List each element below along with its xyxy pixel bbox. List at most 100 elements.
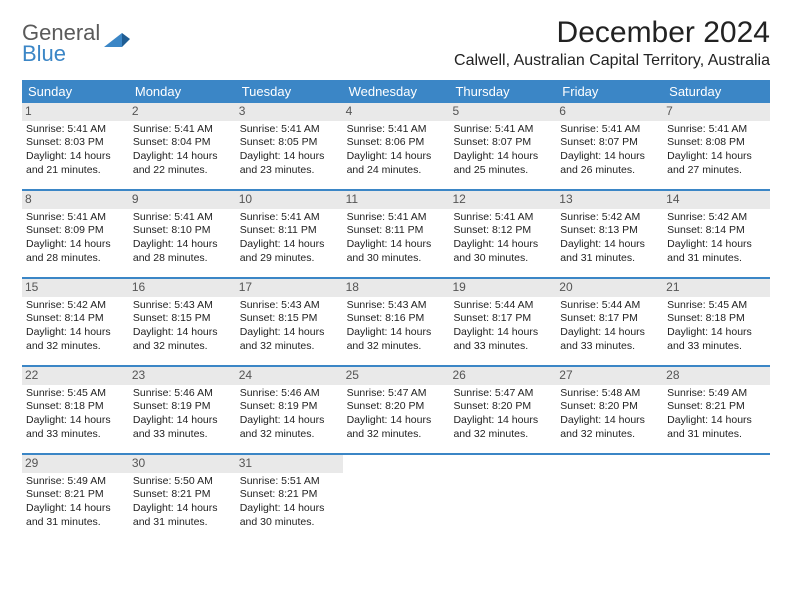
sunrise-line: Sunrise: 5:45 AM — [26, 387, 125, 401]
day-cell: 31Sunrise: 5:51 AMSunset: 8:21 PMDayligh… — [236, 455, 343, 541]
day-number: 17 — [236, 279, 343, 297]
sunrise-line: Sunrise: 5:41 AM — [453, 123, 552, 137]
day-number: 13 — [556, 191, 663, 209]
day-number: 26 — [449, 367, 556, 385]
logo-mark-icon — [104, 29, 130, 54]
sunset-line: Sunset: 8:07 PM — [453, 136, 552, 150]
sunrise-line: Sunrise: 5:48 AM — [560, 387, 659, 401]
daylight-line: Daylight: 14 hours and 33 minutes. — [453, 326, 552, 353]
day-number: 21 — [663, 279, 770, 297]
day-cell: 28Sunrise: 5:49 AMSunset: 8:21 PMDayligh… — [663, 367, 770, 453]
sunset-line: Sunset: 8:16 PM — [347, 312, 446, 326]
sunrise-line: Sunrise: 5:45 AM — [667, 299, 766, 313]
day-number: 16 — [129, 279, 236, 297]
daylight-line: Daylight: 14 hours and 22 minutes. — [133, 150, 232, 177]
day-cell: 17 Sunrise: 5:43 AMSunset: 8:15 PMDayligh… — [236, 279, 343, 365]
sunset-line: Sunset: 8:14 PM — [667, 224, 766, 238]
week-row: 1Sunrise: 5:41 AMSunset: 8:03 PMDaylight… — [22, 103, 770, 189]
daylight-line: Daylight: 14 hours and 28 minutes. — [26, 238, 125, 265]
day-cell: 18Sunrise: 5:43 AMSunset: 8:16 PMDayligh… — [343, 279, 450, 365]
sunrise-line: Sunrise: 5:41 AM — [26, 123, 125, 137]
day-number: 31 — [236, 455, 343, 473]
header: General Blue December 2024 Calwell, Aust… — [22, 16, 770, 70]
day-cell: 29Sunrise: 5:49 AMSunset: 8:21 PMDayligh… — [22, 455, 129, 541]
daylight-line: Daylight: 14 hours and 30 minutes. — [240, 502, 339, 529]
day-cell: 4 Sunrise: 5:41 AMSunset: 8:06 PMDaylight… — [343, 103, 450, 189]
sunrise-line: Sunrise: 5:49 AM — [26, 475, 125, 489]
daylight-line: Daylight: 14 hours and 31 minutes. — [667, 238, 766, 265]
daylight-line: Daylight: 14 hours and 33 minutes. — [560, 326, 659, 353]
sunrise-line: Sunrise: 5:46 AM — [133, 387, 232, 401]
day-number: 8 — [22, 191, 129, 209]
daylight-line: Daylight: 14 hours and 33 minutes. — [133, 414, 232, 441]
sunrise-line: Sunrise: 5:41 AM — [347, 211, 446, 225]
day-number: 22 — [22, 367, 129, 385]
sunrise-line: Sunrise: 5:41 AM — [347, 123, 446, 137]
day-number: 1 — [22, 103, 129, 121]
daylight-line: Daylight: 14 hours and 28 minutes. — [133, 238, 232, 265]
sunset-line: Sunset: 8:07 PM — [560, 136, 659, 150]
sunset-line: Sunset: 8:12 PM — [453, 224, 552, 238]
sunrise-line: Sunrise: 5:47 AM — [347, 387, 446, 401]
daylight-line: Daylight: 14 hours and 32 minutes. — [240, 326, 339, 353]
day-cell: 7Sunrise: 5:41 AMSunset: 8:08 PMDaylight… — [663, 103, 770, 189]
day-number: 24 — [236, 367, 343, 385]
daylight-line: Daylight: 14 hours and 32 minutes. — [26, 326, 125, 353]
week-row: 22Sunrise: 5:45 AMSunset: 8:18 PMDayligh… — [22, 365, 770, 453]
sunset-line: Sunset: 8:21 PM — [667, 400, 766, 414]
day-number: 2 — [129, 103, 236, 121]
sunrise-line: Sunrise: 5:41 AM — [133, 211, 232, 225]
sunrise-line: Sunrise: 5:43 AM — [133, 299, 232, 313]
sunset-line: Sunset: 8:14 PM — [26, 312, 125, 326]
sunset-line: Sunset: 8:03 PM — [26, 136, 125, 150]
sunrise-line: Sunrise: 5:43 AM — [240, 299, 339, 313]
daylight-line: Daylight: 14 hours and 24 minutes. — [347, 150, 446, 177]
day-cell: 2Sunrise: 5:41 AMSunset: 8:04 PMDaylight… — [129, 103, 236, 189]
day-number: 29 — [22, 455, 129, 473]
day-number: 18 — [343, 279, 450, 297]
sunset-line: Sunset: 8:04 PM — [133, 136, 232, 150]
day-number: 4 — [343, 103, 450, 121]
sunset-line: Sunset: 8:17 PM — [560, 312, 659, 326]
day-cell — [343, 455, 450, 541]
calendar: SundayMondayTuesdayWednesdayThursdayFrid… — [22, 80, 770, 541]
dow-header: Wednesday — [343, 80, 450, 103]
sunset-line: Sunset: 8:18 PM — [667, 312, 766, 326]
sunset-line: Sunset: 8:19 PM — [133, 400, 232, 414]
dow-row: SundayMondayTuesdayWednesdayThursdayFrid… — [22, 80, 770, 103]
sunrise-line: Sunrise: 5:47 AM — [453, 387, 552, 401]
calendar-page: General Blue December 2024 Calwell, Aust… — [0, 0, 792, 612]
daylight-line: Daylight: 14 hours and 32 minutes. — [240, 414, 339, 441]
day-number: 15 — [22, 279, 129, 297]
sunset-line: Sunset: 8:06 PM — [347, 136, 446, 150]
day-number: 23 — [129, 367, 236, 385]
day-cell: 15Sunrise: 5:42 AMSunset: 8:14 PMDayligh… — [22, 279, 129, 365]
day-cell: 19Sunrise: 5:44 AMSunset: 8:17 PMDayligh… — [449, 279, 556, 365]
sunset-line: Sunset: 8:20 PM — [453, 400, 552, 414]
day-cell: 14Sunrise: 5:42 AMSunset: 8:14 PMDayligh… — [663, 191, 770, 277]
sunset-line: Sunset: 8:20 PM — [347, 400, 446, 414]
day-cell: 20Sunrise: 5:44 AMSunset: 8:17 PMDayligh… — [556, 279, 663, 365]
day-number: 6 — [556, 103, 663, 121]
daylight-line: Daylight: 14 hours and 32 minutes. — [133, 326, 232, 353]
sunset-line: Sunset: 8:10 PM — [133, 224, 232, 238]
sunrise-line: Sunrise: 5:46 AM — [240, 387, 339, 401]
day-number: 10 — [236, 191, 343, 209]
day-cell: 6Sunrise: 5:41 AMSunset: 8:07 PMDaylight… — [556, 103, 663, 189]
day-cell: 10Sunrise: 5:41 AMSunset: 8:11 PMDayligh… — [236, 191, 343, 277]
day-number: 20 — [556, 279, 663, 297]
day-cell: 27Sunrise: 5:48 AMSunset: 8:20 PMDayligh… — [556, 367, 663, 453]
daylight-line: Daylight: 14 hours and 33 minutes. — [667, 326, 766, 353]
day-cell: 30Sunrise: 5:50 AMSunset: 8:21 PMDayligh… — [129, 455, 236, 541]
daylight-line: Daylight: 14 hours and 33 minutes. — [26, 414, 125, 441]
daylight-line: Daylight: 14 hours and 27 minutes. — [667, 150, 766, 177]
day-cell: 5Sunrise: 5:41 AMSunset: 8:07 PMDaylight… — [449, 103, 556, 189]
day-cell: 21 Sunrise: 5:45 AMSunset: 8:18 PMDayligh… — [663, 279, 770, 365]
day-number: 14 — [663, 191, 770, 209]
daylight-line: Daylight: 14 hours and 30 minutes. — [453, 238, 552, 265]
sunset-line: Sunset: 8:15 PM — [240, 312, 339, 326]
dow-header: Sunday — [22, 80, 129, 103]
day-cell: 8Sunrise: 5:41 AMSunset: 8:09 PMDaylight… — [22, 191, 129, 277]
dow-header: Saturday — [663, 80, 770, 103]
sunset-line: Sunset: 8:15 PM — [133, 312, 232, 326]
